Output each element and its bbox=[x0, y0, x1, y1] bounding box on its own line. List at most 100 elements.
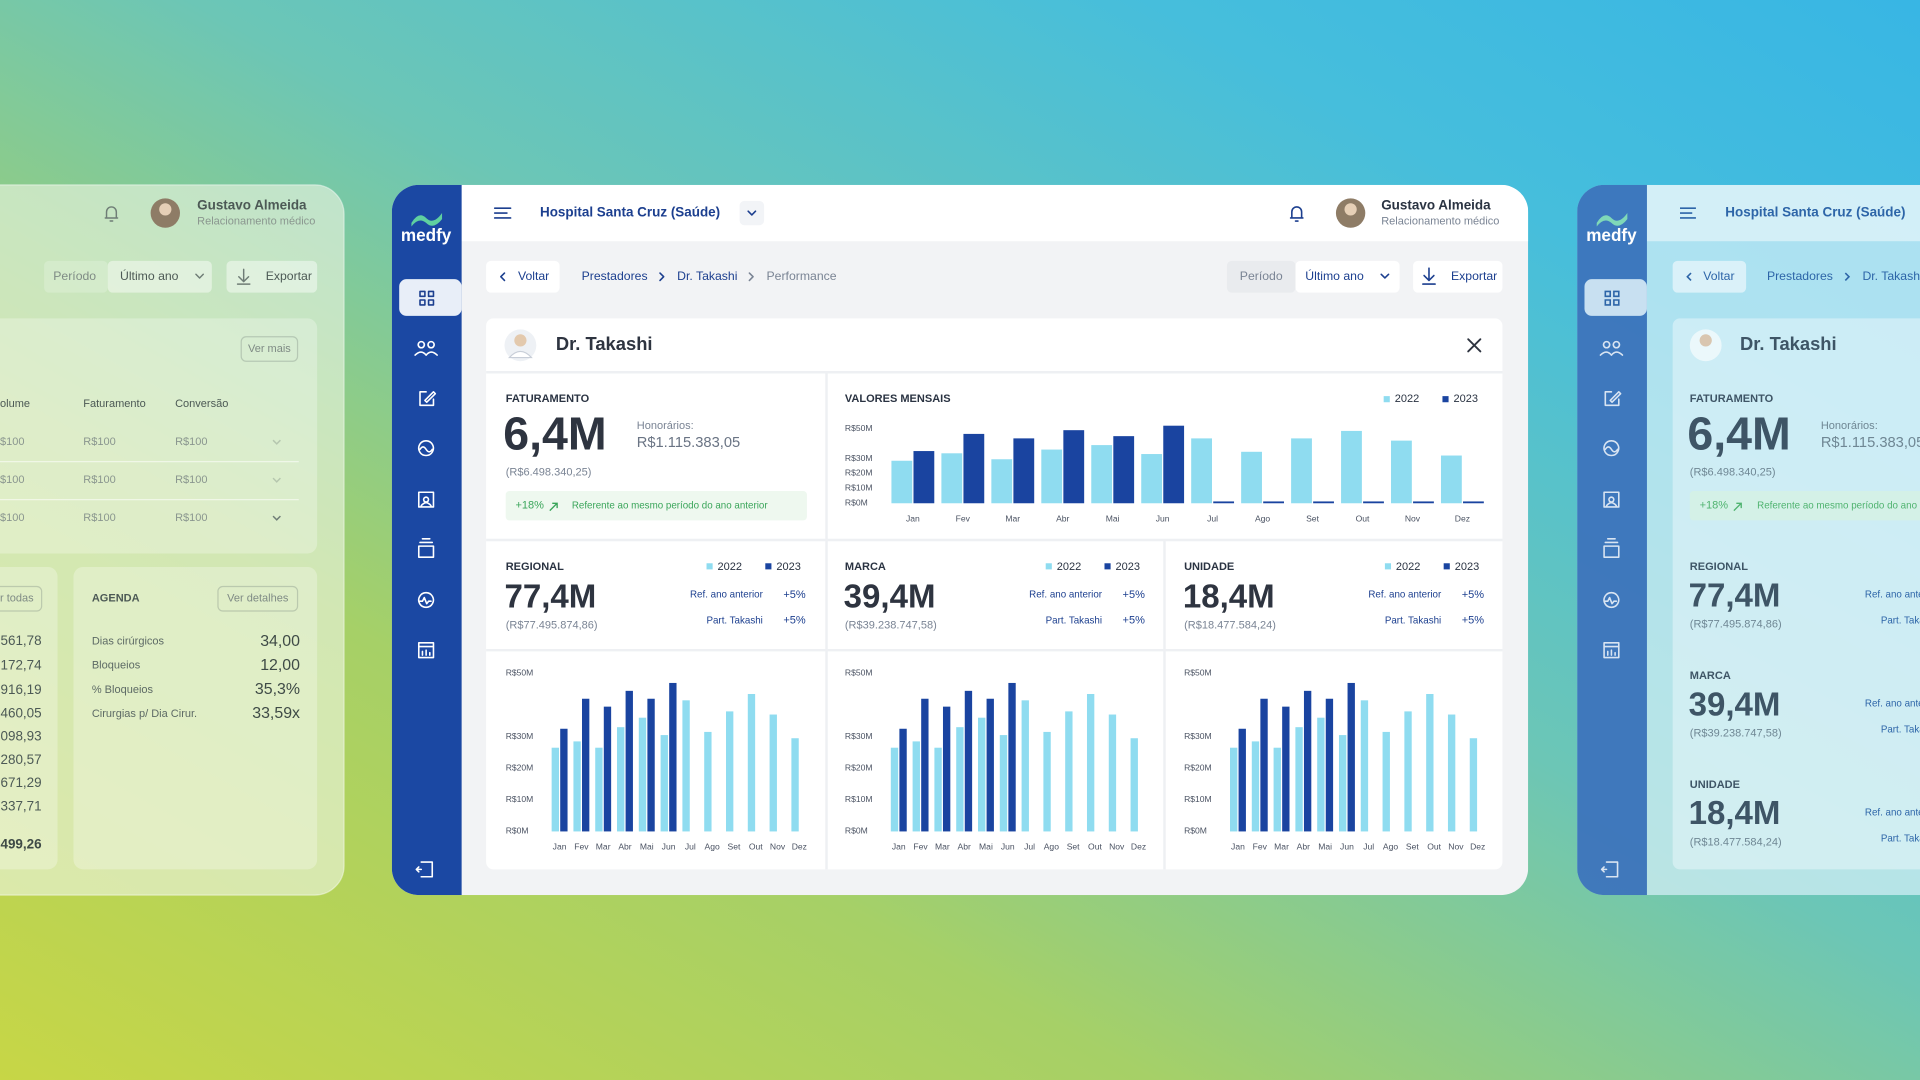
bar bbox=[1238, 728, 1246, 832]
nav-edit[interactable] bbox=[1604, 391, 1622, 407]
period-select[interactable] bbox=[107, 260, 212, 293]
bar bbox=[942, 706, 951, 832]
user-name: Gustavo Almeida bbox=[1381, 197, 1491, 212]
breadcrumb-item[interactable]: Prestadores bbox=[1767, 269, 1833, 283]
x-tick-label: Abr bbox=[1297, 842, 1310, 852]
list-button[interactable] bbox=[0, 585, 43, 612]
nav-logout[interactable] bbox=[415, 861, 434, 878]
legend-swatch bbox=[1383, 396, 1390, 403]
nav-dashboard bbox=[1604, 290, 1620, 306]
y-tick-label: R$10M bbox=[1184, 794, 1212, 804]
nav-profile[interactable] bbox=[417, 491, 435, 508]
breadcrumb-item[interactable]: Dr. Takashi bbox=[1862, 269, 1920, 283]
nav-stack[interactable] bbox=[417, 537, 435, 558]
back-button[interactable] bbox=[1672, 260, 1747, 293]
bar bbox=[1241, 451, 1262, 504]
nav-people[interactable] bbox=[414, 340, 438, 356]
x-tick-label: Jun bbox=[1001, 842, 1015, 852]
x-tick-label: Nov bbox=[1448, 842, 1464, 852]
change-box bbox=[505, 491, 807, 521]
bell-icon[interactable] bbox=[1289, 206, 1304, 222]
bar bbox=[1413, 501, 1434, 504]
nav-active[interactable] bbox=[399, 279, 462, 316]
table-cell: R$100 bbox=[83, 436, 115, 448]
agenda-label: Bloqueios bbox=[92, 660, 141, 672]
bar bbox=[1086, 694, 1095, 832]
table-cell: R$100 bbox=[83, 474, 115, 486]
menu-icon[interactable] bbox=[493, 207, 512, 219]
billing-title: FATURAMENTO bbox=[506, 393, 590, 405]
nav-pulse[interactable] bbox=[1603, 591, 1620, 609]
bell-icon[interactable] bbox=[104, 206, 119, 222]
nav-report[interactable] bbox=[1603, 642, 1620, 659]
x-tick-label: Nov bbox=[770, 842, 786, 852]
period-select[interactable] bbox=[1295, 260, 1400, 293]
nav-analytics[interactable] bbox=[1603, 440, 1620, 457]
table-header: Faturamento bbox=[83, 398, 145, 410]
back-button[interactable] bbox=[486, 260, 560, 293]
y-tick-label: R$30M bbox=[845, 731, 873, 741]
nav-edit[interactable] bbox=[419, 391, 437, 407]
nav-report[interactable] bbox=[417, 642, 435, 659]
kpi-exact: (R$77.495.874,86) bbox=[1690, 618, 1782, 630]
bar bbox=[747, 694, 756, 832]
bar bbox=[1426, 694, 1434, 832]
hospital-dropdown[interactable] bbox=[739, 200, 765, 226]
y-tick-label: R$10M bbox=[845, 483, 873, 493]
nav-stack[interactable] bbox=[1603, 537, 1620, 558]
kpi-exact: (R$18.477.584,24) bbox=[1184, 620, 1276, 632]
x-tick-label: Mai bbox=[1318, 842, 1332, 852]
y-tick-label: R$20M bbox=[1184, 763, 1212, 773]
bar bbox=[682, 700, 690, 832]
x-tick-label: Abr bbox=[1056, 513, 1069, 523]
billing-value: 6,4M bbox=[503, 407, 606, 459]
x-tick-label: Ago bbox=[1044, 842, 1059, 852]
y-tick-label: R$30M bbox=[506, 731, 534, 741]
bar bbox=[1013, 438, 1035, 504]
bar bbox=[934, 747, 942, 832]
kpi-title: REGIONAL bbox=[506, 561, 564, 573]
table-header: Conversão bbox=[175, 398, 228, 410]
bar bbox=[890, 747, 899, 832]
x-tick-label: Jun bbox=[1340, 842, 1354, 852]
hospital-name: Hospital Santa Cruz (Saúde) bbox=[1725, 205, 1905, 220]
bar bbox=[1141, 454, 1163, 504]
x-tick-label: Jul bbox=[1207, 513, 1218, 523]
list-button-label: r todas bbox=[0, 593, 34, 605]
bar bbox=[999, 735, 1008, 832]
y-tick-label: R$20M bbox=[506, 763, 534, 773]
bar bbox=[1338, 735, 1347, 832]
bar bbox=[1008, 682, 1016, 832]
agenda-value: 12,00 bbox=[260, 657, 300, 674]
nav-active[interactable] bbox=[1584, 279, 1647, 316]
bar bbox=[1469, 738, 1478, 832]
billing-value: 6,4M bbox=[1687, 407, 1790, 459]
doctor-name: Dr. Takashi bbox=[556, 333, 653, 354]
kpi-row-label: Part. Takashi bbox=[706, 615, 762, 626]
x-tick-label: Mai bbox=[979, 842, 993, 852]
breadcrumb-separator bbox=[748, 272, 754, 282]
bar bbox=[1291, 438, 1312, 504]
nav-logout[interactable] bbox=[1600, 861, 1619, 878]
nav-profile[interactable] bbox=[1603, 491, 1620, 508]
kpi-value: 18,4M bbox=[1689, 795, 1781, 832]
nav-pulse[interactable] bbox=[417, 591, 435, 609]
breadcrumb-separator bbox=[659, 272, 665, 282]
breadcrumb-item[interactable]: Dr. Takashi bbox=[677, 269, 737, 283]
legend-label: 2022 bbox=[1395, 393, 1420, 405]
bar bbox=[921, 698, 929, 832]
nav-people[interactable] bbox=[1599, 340, 1624, 356]
kpi-row-label: Part. Takashi bbox=[1881, 724, 1920, 735]
legend-label: 2023 bbox=[1116, 561, 1141, 573]
breadcrumb-item[interactable]: Prestadores bbox=[582, 269, 648, 283]
agenda-button[interactable] bbox=[217, 585, 299, 612]
breadcrumb-current: Performance bbox=[767, 269, 837, 283]
doctor-card bbox=[1672, 318, 1920, 870]
close-button[interactable] bbox=[1467, 338, 1482, 353]
nav-analytics[interactable] bbox=[417, 440, 435, 457]
menu-icon[interactable] bbox=[1680, 207, 1696, 219]
more-button[interactable] bbox=[240, 336, 299, 362]
trend-up-icon bbox=[549, 502, 558, 512]
bar bbox=[899, 728, 907, 832]
list-value: .337,71 bbox=[0, 799, 42, 814]
